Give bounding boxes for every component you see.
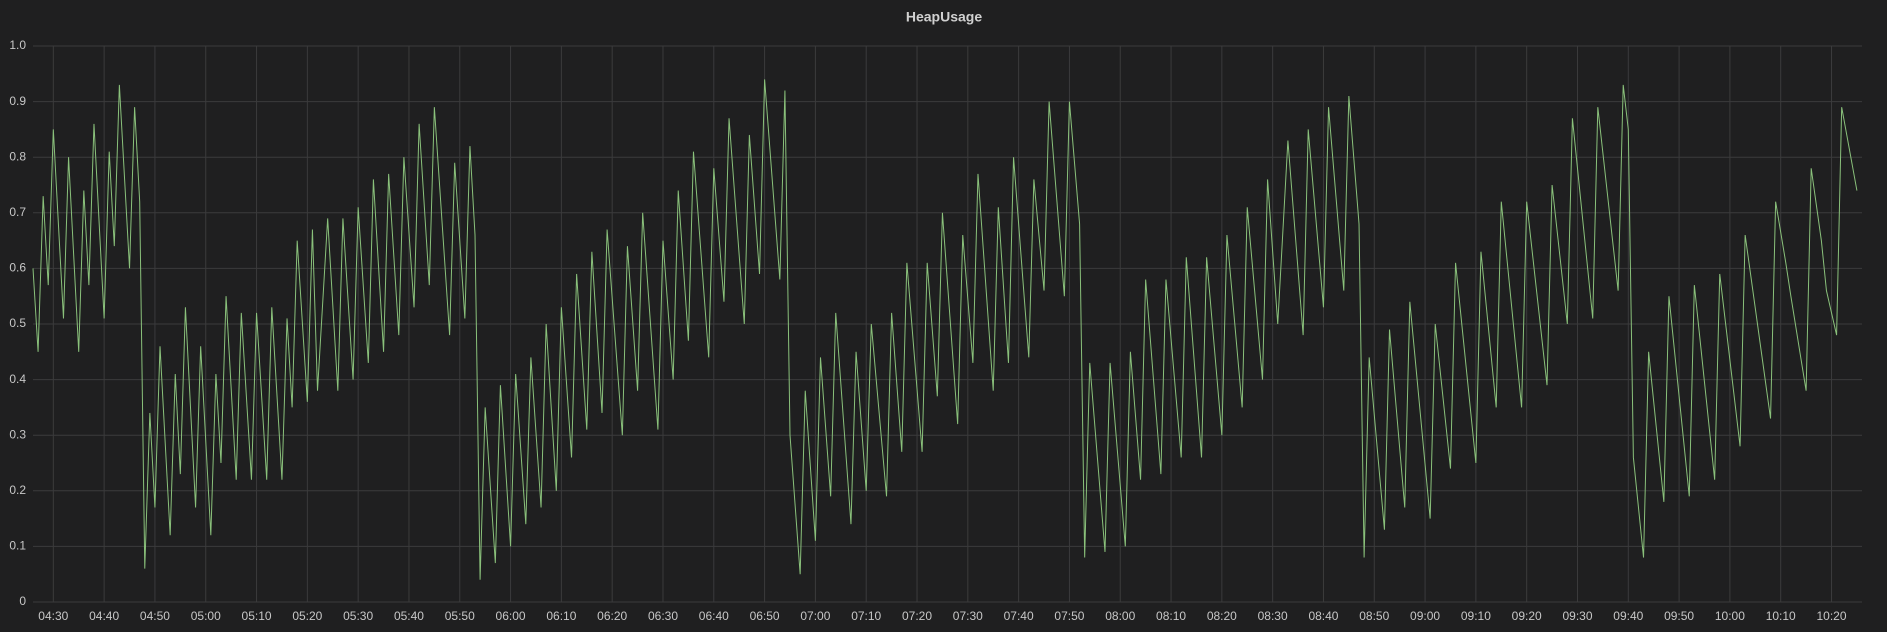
- x-tick-label: 05:20: [292, 609, 322, 623]
- x-tick-label: 05:30: [343, 609, 373, 623]
- x-tick-label: 09:30: [1562, 609, 1592, 623]
- x-tick-label: 06:10: [546, 609, 576, 623]
- y-tick-label: 0.1: [9, 539, 26, 553]
- y-tick-label: 0.8: [9, 149, 26, 163]
- y-tick-label: 0.5: [9, 316, 26, 330]
- x-tick-label: 06:30: [648, 609, 678, 623]
- x-tick-label: 09:50: [1664, 609, 1694, 623]
- x-tick-label: 04:40: [89, 609, 119, 623]
- x-tick-label: 08:20: [1207, 609, 1237, 623]
- y-tick-label: 0.3: [9, 427, 26, 441]
- x-tick-label: 07:20: [902, 609, 932, 623]
- x-tick-label: 07:40: [1004, 609, 1034, 623]
- x-tick-label: 05:50: [445, 609, 475, 623]
- x-tick-label: 08:30: [1258, 609, 1288, 623]
- x-tick-label: 09:00: [1410, 609, 1440, 623]
- x-tick-label: 06:40: [699, 609, 729, 623]
- x-tick-label: 10:20: [1817, 609, 1847, 623]
- x-tick-label: 09:10: [1461, 609, 1491, 623]
- y-tick-label: 0.9: [9, 94, 26, 108]
- x-tick-label: 06:00: [496, 609, 526, 623]
- x-tick-label: 04:50: [140, 609, 170, 623]
- y-tick-label: 0.6: [9, 261, 26, 275]
- x-tick-label: 08:40: [1308, 609, 1338, 623]
- x-tick-label: 07:00: [800, 609, 830, 623]
- x-tick-label: 06:20: [597, 609, 627, 623]
- x-tick-label: 07:30: [953, 609, 983, 623]
- x-tick-label: 05:00: [191, 609, 221, 623]
- y-tick-label: 0.4: [9, 372, 26, 386]
- x-tick-label: 06:50: [750, 609, 780, 623]
- x-tick-label: 05:40: [394, 609, 424, 623]
- x-tick-label: 09:20: [1512, 609, 1542, 623]
- x-tick-label: 07:10: [851, 609, 881, 623]
- x-tick-label: 08:00: [1105, 609, 1135, 623]
- chart-title: HeapUsage: [906, 9, 982, 25]
- y-tick-label: 1.0: [9, 38, 26, 52]
- x-tick-label: 10:00: [1715, 609, 1745, 623]
- x-tick-label: 07:50: [1054, 609, 1084, 623]
- y-tick-label: 0.7: [9, 205, 26, 219]
- x-tick-label: 04:30: [38, 609, 68, 623]
- x-tick-label: 05:10: [242, 609, 272, 623]
- x-tick-label: 10:10: [1766, 609, 1796, 623]
- x-tick-label: 08:50: [1359, 609, 1389, 623]
- x-tick-label: 08:10: [1156, 609, 1186, 623]
- y-tick-label: 0.2: [9, 483, 26, 497]
- x-tick-label: 09:40: [1613, 609, 1643, 623]
- y-tick-label: 0: [19, 594, 26, 608]
- series-line: [32, 79, 1858, 580]
